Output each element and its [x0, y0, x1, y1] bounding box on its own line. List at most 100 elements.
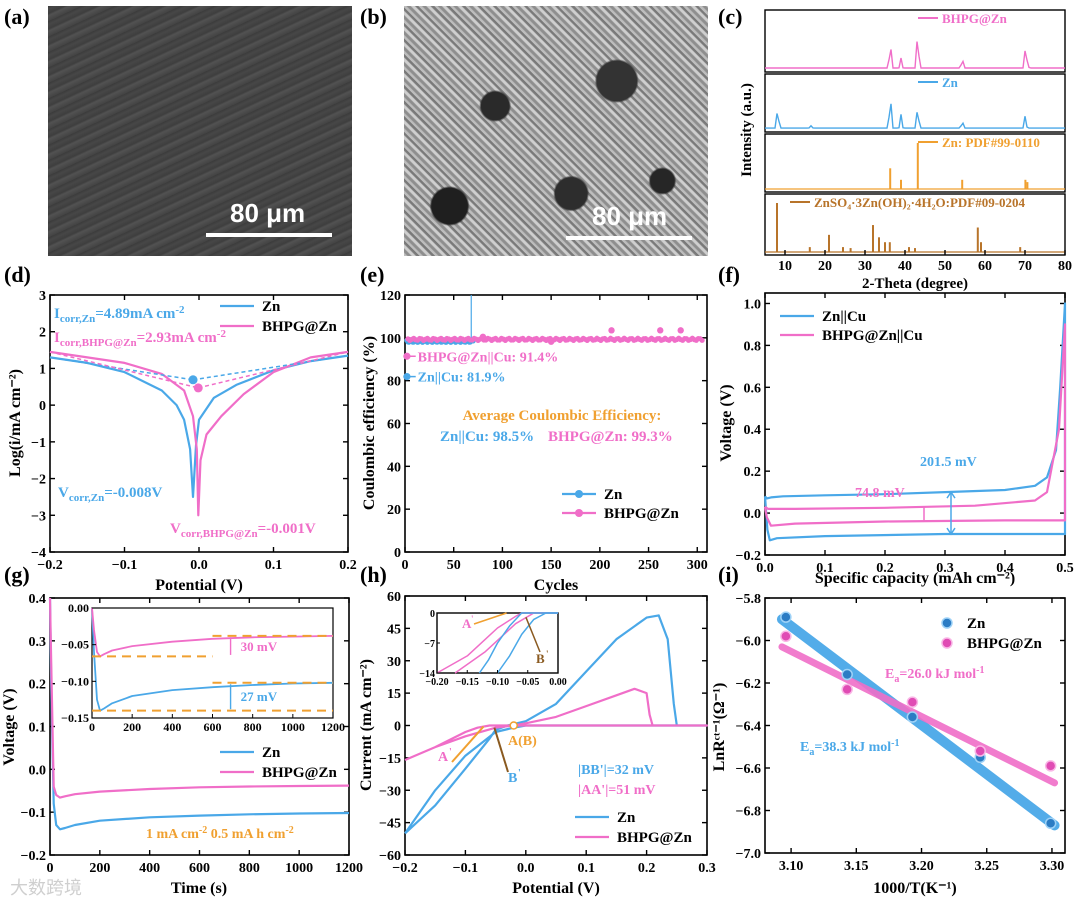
- g-zn-legend-label: Zn: [262, 745, 281, 761]
- watermark-text: 大数跨境: [10, 878, 82, 898]
- icorr-bhpg-label-base: I: [54, 330, 60, 346]
- cv-zn-legend-label: Zn: [617, 810, 636, 826]
- data-point-bhpg: [841, 683, 853, 696]
- data-point-bhpg: [974, 745, 986, 757]
- inset-arrow: [473, 612, 507, 625]
- y-tick-label: 0.2: [744, 465, 762, 480]
- x-axis-label: Potential (V): [512, 880, 600, 897]
- x-tick-label: 20: [818, 259, 832, 274]
- ce-first-bhpg-label: BHPG@Zn||Cu: 91.4%: [418, 350, 559, 365]
- x-axis-label: Specific capacity (mAh cm⁻²): [815, 570, 1015, 587]
- x-tick-label: 0.0: [517, 861, 535, 876]
- tafel-fit-bhpg: [49, 351, 199, 389]
- xrd-frame: [764, 73, 1066, 133]
- inset-frame: [91, 607, 334, 719]
- tafel-zn: [49, 354, 349, 498]
- panel-label-i: (i): [718, 562, 739, 587]
- y-tick-label: 0.4: [744, 423, 762, 438]
- xrd-frame: [764, 133, 1066, 193]
- x-tick-label: 0.3: [698, 861, 716, 876]
- x-tick-label: 3.15: [844, 859, 869, 874]
- y-tick-label: 0: [394, 546, 401, 561]
- ce-average-zn: Zn||Cu: 98.5%: [440, 429, 534, 445]
- y-tick-label: 0.0: [744, 507, 762, 522]
- x-tick-label: 80: [1058, 259, 1072, 274]
- ea-bhpg-label-base: E: [885, 667, 894, 682]
- scale-bar-a: [206, 233, 332, 237]
- inset-arrow: [525, 617, 541, 653]
- data-point-bhpg: [906, 696, 919, 708]
- g-condition-part: 1 mA cm: [146, 827, 199, 842]
- y-tick-label: 15: [387, 687, 401, 702]
- y-tick-label: 60: [387, 590, 401, 605]
- inset-y-tick-label: −0.05: [61, 638, 89, 652]
- ea-zn-label-base: E: [800, 740, 809, 755]
- ce-outlier-bhpg: [608, 327, 615, 334]
- inset-y-tick-label: −14: [419, 669, 435, 680]
- i-zn-legend-marker: [941, 617, 953, 629]
- y-axis-label: Voltage (V): [718, 384, 735, 461]
- y-tick-label: −4: [31, 546, 46, 561]
- y-tick-label: 40: [387, 460, 401, 475]
- g-condition-label: 1 mA cm-2 0.5 mA h cm-2: [146, 825, 294, 842]
- arrowhead: [946, 527, 956, 536]
- x-tick-label: 0.2: [876, 561, 894, 576]
- inset-x-tick-label: −0.20: [425, 677, 448, 688]
- xrd-legend-label: ZnSO₄·3Zn(OH)₂·4H₂O:PDF#09-0204: [814, 195, 1026, 210]
- xrd-trace: [765, 41, 1065, 69]
- y-tick-label: −6.6: [736, 762, 761, 777]
- y-tick-label: −6.2: [736, 677, 761, 692]
- y-axis-label: Current (mA cm⁻²): [358, 659, 375, 791]
- y-tick-label: 1.0: [744, 297, 762, 312]
- y-tick-label: 80: [387, 375, 401, 390]
- y-tick-label: −5.8: [736, 592, 761, 607]
- icorr-bhpg-label-sub: corr,BHPG@Zn: [60, 337, 137, 349]
- cv-a-prime-label: A: [438, 750, 449, 765]
- inset-y-tick-label: 0: [430, 609, 435, 620]
- data-point-zn: [1044, 817, 1057, 829]
- x-tick-label: 0: [47, 861, 54, 876]
- ce-zn-legend-label: Zn: [604, 487, 623, 503]
- ce-bhpg-legend-marker: [575, 509, 583, 517]
- y-tick-label: −60: [379, 849, 401, 864]
- x-tick-label: 10: [778, 259, 792, 274]
- tafel-fit-zn: [192, 354, 349, 381]
- icorr-zn-label-sup: -2: [175, 304, 185, 316]
- ce-outlier-bhpg: [479, 333, 487, 340]
- ce-average-title: Average Coulombic Efficiency:: [463, 408, 662, 424]
- panel-label-e: (e): [360, 262, 385, 287]
- y-tick-label: −0.1: [21, 806, 46, 821]
- inset-27mv-label: 27 mV: [241, 689, 278, 704]
- y-tick-label: 0.1: [29, 721, 47, 736]
- ea-zn-label-rest: =38.3 kJ mol: [814, 740, 891, 755]
- ce-outlier-bhpg: [657, 327, 664, 334]
- y-axis-label: Coulombic efficiency (%): [361, 336, 378, 510]
- fit-line-bhpg: [778, 643, 1059, 787]
- inset-b-mark: ': [546, 649, 549, 659]
- y-tick-label: 0.6: [744, 381, 762, 396]
- inset-x-tick-label: 0.00: [549, 677, 567, 688]
- ea-bhpg-label-rest: =26.0 kJ mol: [899, 667, 976, 682]
- y-tick-label: 20: [387, 503, 401, 518]
- xrd-frame: [764, 9, 1066, 73]
- scale-bar-label-b: 80 μm: [592, 201, 668, 231]
- x-axis-label: 2-Theta (degree): [862, 276, 968, 292]
- xrd-legend-label: Zn: PDF#99-0110: [942, 135, 1040, 150]
- g-bhpg-legend-label: BHPG@Zn: [262, 765, 337, 781]
- y-tick-label: −30: [379, 784, 401, 799]
- cv-b-prime-label: B: [508, 771, 517, 786]
- x-tick-label: 0.0: [190, 558, 208, 573]
- xrd-trace: [765, 103, 1065, 129]
- xrd-legend-label: Zn: [942, 75, 959, 90]
- data-point-zn: [841, 668, 853, 681]
- y-tick-label: −6.4: [736, 720, 761, 735]
- overpotential-bhpg-label: 74.8 mV: [855, 486, 905, 501]
- g-inset-trace-bhpg: [91, 607, 334, 658]
- inset-x-tick-label: 0: [89, 720, 95, 734]
- y-tick-label: 0.8: [744, 339, 762, 354]
- icorr-point-bhpg: [193, 383, 203, 393]
- g-inset-trace-zn: [91, 607, 334, 712]
- y-tick-label: −45: [379, 817, 401, 832]
- cv-a-prime-mark: ': [449, 747, 452, 758]
- panel-label-a: (a): [4, 4, 30, 29]
